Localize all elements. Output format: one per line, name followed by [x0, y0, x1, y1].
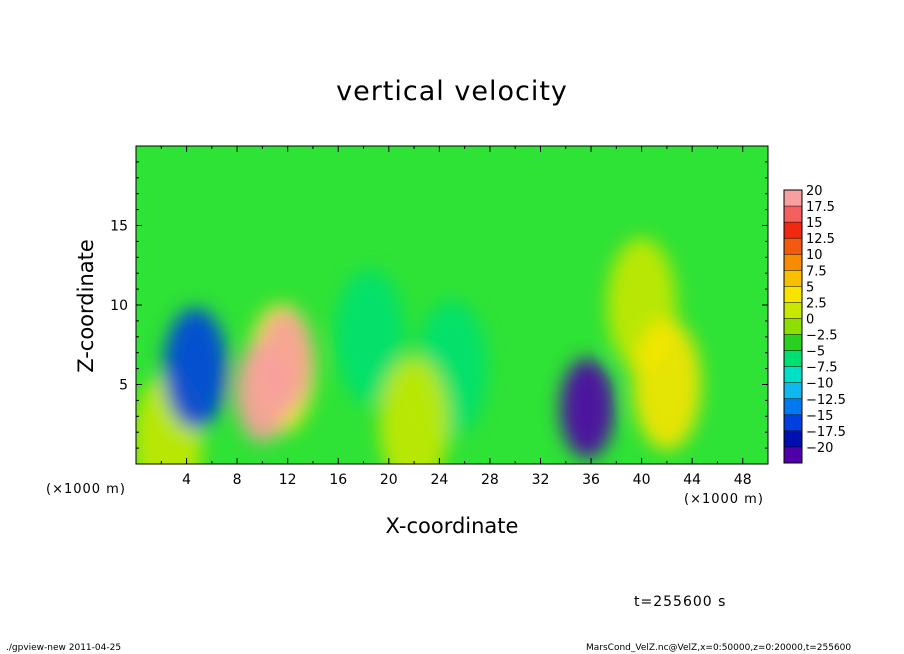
- colorbar-swatch: [784, 302, 802, 319]
- colorbar-swatch: [784, 286, 802, 303]
- x-axis: 4 8 12 16 20 24 28 32 36 40 44 48: [160, 146, 752, 488]
- colorbar-label: 5: [806, 280, 814, 295]
- y-axis-label: Z-coordinate: [74, 239, 98, 373]
- colorbar-label: 7.5: [806, 264, 827, 279]
- x-unit-label-left: (×1000 m): [46, 482, 126, 497]
- colorbar-swatch: [784, 238, 802, 255]
- field-feature-7: [163, 307, 228, 430]
- field-feature-9: [560, 358, 615, 459]
- x-tick-label: 48: [734, 472, 752, 488]
- x-unit-label-right: (×1000 m): [684, 492, 764, 507]
- field-feature-2: [335, 269, 405, 405]
- colorbar-swatch: [784, 206, 802, 223]
- x-tick-label: 24: [430, 472, 448, 488]
- colorbar-label: 2.5: [806, 296, 827, 311]
- colorbar-label: 20: [806, 184, 823, 199]
- field-feature-4: [379, 356, 449, 464]
- colorbar-swatch: [784, 382, 802, 400]
- y-tick-label: 5: [119, 378, 128, 394]
- colorbar-swatch: [784, 414, 802, 432]
- x-tick-label: 8: [233, 472, 242, 488]
- colorbar-swatch: [784, 366, 802, 384]
- field-feature-5: [632, 318, 702, 451]
- colorbar-swatch: [784, 334, 802, 352]
- y-tick-label: 10: [110, 298, 128, 314]
- x-tick-label: 4: [182, 472, 191, 488]
- y-axis: 5 10 15: [110, 161, 768, 449]
- colorbar-label: 0: [806, 312, 814, 327]
- colorbar-swatch: [784, 318, 802, 336]
- x-axis-label: X-coordinate: [385, 514, 519, 538]
- colorbar-swatch: [784, 190, 802, 207]
- colorbar-label: 12.5: [806, 232, 835, 247]
- colorbar-label: −10: [806, 377, 833, 392]
- colorbar-swatch: [784, 430, 802, 448]
- x-tick-label: 28: [481, 472, 499, 488]
- colorbar-swatch: [784, 350, 802, 368]
- colorbar-swatch: [784, 222, 802, 239]
- heatmap-field: [136, 237, 702, 464]
- colorbar-label: −17.5: [806, 425, 846, 440]
- colorbar-swatch: [784, 254, 802, 271]
- time-label: t=255600 s: [634, 594, 727, 610]
- colorbar-swatch: [784, 398, 802, 416]
- chart-title: vertical velocity: [336, 76, 568, 107]
- x-tick-label: 12: [279, 472, 297, 488]
- colorbar-label: 17.5: [806, 200, 835, 215]
- x-tick-label: 36: [582, 472, 600, 488]
- colorbar-label: 10: [806, 248, 823, 263]
- colorbar-label: −20: [806, 441, 833, 456]
- colorbar-swatch: [784, 446, 802, 464]
- colorbar-swatch: [784, 270, 802, 287]
- x-tick-label: 40: [633, 472, 651, 488]
- colorbar-label: −5: [806, 345, 825, 360]
- footer-left: ./gpview-new 2011-04-25: [6, 643, 122, 653]
- field-feature-10: [257, 310, 313, 411]
- y-tick-label: 15: [110, 219, 128, 235]
- x-tick-label: 20: [380, 472, 398, 488]
- colorbar-label: 15: [806, 216, 823, 231]
- colorbar-label: −7.5: [806, 361, 838, 376]
- x-tick-label: 16: [329, 472, 347, 488]
- x-tick-label: 44: [683, 472, 701, 488]
- footer-right: MarsCond_VelZ.nc@VelZ,x=0:50000,z=0:2000…: [586, 643, 852, 653]
- colorbar-label: −15: [806, 409, 833, 424]
- colorbar-label: −12.5: [806, 393, 846, 408]
- colorbar-label: −2.5: [806, 329, 838, 344]
- x-tick-label: 32: [532, 472, 550, 488]
